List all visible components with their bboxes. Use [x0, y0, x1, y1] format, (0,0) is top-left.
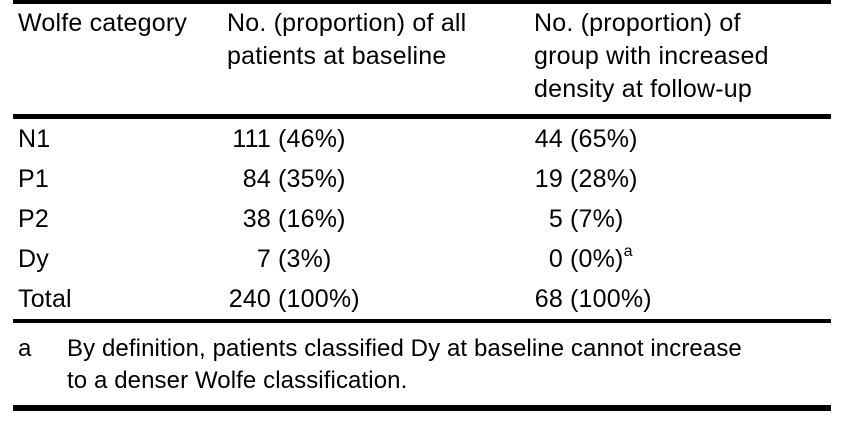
value-percent: (65%) [570, 125, 638, 153]
category-cell: P1 [18, 165, 49, 193]
footnote-text: By definition, patients classified Dy at… [67, 333, 831, 397]
header-line: Wolfe category [18, 9, 188, 37]
category-cell: P2 [18, 205, 49, 233]
value-percent: (35%) [278, 165, 346, 193]
header-line: group with increased [534, 42, 769, 70]
value-number: 38 [242, 205, 271, 233]
followup-cell: 44 (65%) [534, 119, 831, 159]
header-line: patients at baseline [227, 42, 447, 70]
followup-cell: 68 (100%) [534, 279, 831, 319]
value-percent: (0%) [570, 245, 624, 273]
header-line: density at follow-up [534, 75, 753, 103]
followup-cell: 19 (28%) [534, 159, 831, 199]
table-row-p1: P1 84 (35%) 19 (28%) [13, 159, 831, 199]
footnote-line-2: to a denser Wolfe classification. [67, 367, 408, 394]
value-number: 84 [242, 165, 271, 193]
followup-cell: 0 (0%)a [534, 239, 831, 279]
value-number: 111 [232, 125, 271, 153]
table-top-rule [13, 0, 831, 4]
table-body: N1 111 (46%) 44 (65%) P1 84 (35%) 19 (28%) P… [13, 119, 831, 319]
value-percent: (28%) [570, 165, 638, 193]
category-cell: Dy [18, 245, 49, 273]
baseline-cell: 240 (100%) [227, 279, 534, 319]
table-footnote: a By definition, patients classified Dy … [13, 323, 831, 397]
value-number: 240 [228, 285, 271, 313]
baseline-cell: 7 (3%) [227, 239, 534, 279]
category-cell: N1 [18, 125, 51, 153]
table-row-total: Total 240 (100%) 68 (100%) [13, 279, 831, 319]
value-number: 7 [256, 245, 271, 273]
baseline-cell: 111 (46%) [227, 119, 534, 159]
superscript-marker: a [623, 243, 633, 260]
value-number: 19 [534, 165, 563, 193]
table-row-p2: P2 38 (16%) 5 (7%) [13, 199, 831, 239]
header-line: No. (proportion) of all [227, 9, 467, 37]
baseline-cell: 84 (35%) [227, 159, 534, 199]
followup-cell: 5 (7%) [534, 199, 831, 239]
value-percent: (46%) [278, 125, 346, 153]
header-line: No. (proportion) of [534, 9, 741, 37]
footnote-line-1: By definition, patients classified Dy at… [67, 335, 742, 362]
table-header-rule [13, 114, 831, 119]
table-bottom-rule [13, 405, 831, 411]
value-number: 44 [534, 125, 563, 153]
header-cell-wolfe-category: Wolfe category [13, 7, 227, 106]
table-footnote-rule [13, 319, 831, 323]
value-number: 0 [548, 245, 563, 273]
value-percent: (3%) [278, 245, 332, 273]
table-header-row: Wolfe category No. (proportion) of all p… [13, 4, 831, 106]
value-percent: (100%) [278, 285, 360, 313]
header-cell-followup: No. (proportion) of group with increased… [534, 7, 831, 106]
table-row-n1: N1 111 (46%) 44 (65%) [13, 119, 831, 159]
value-percent: (16%) [278, 205, 346, 233]
header-cell-baseline: No. (proportion) of all patients at base… [227, 7, 534, 106]
value-number: 5 [548, 205, 563, 233]
value-number: 68 [534, 285, 563, 313]
footnote-marker: a [18, 335, 32, 362]
value-percent: (7%) [570, 205, 624, 233]
category-cell: Total [18, 285, 72, 313]
value-percent: (100%) [570, 285, 652, 313]
baseline-cell: 38 (16%) [227, 199, 534, 239]
table-row-dy: Dy 7 (3%) 0 (0%)a [13, 239, 831, 279]
